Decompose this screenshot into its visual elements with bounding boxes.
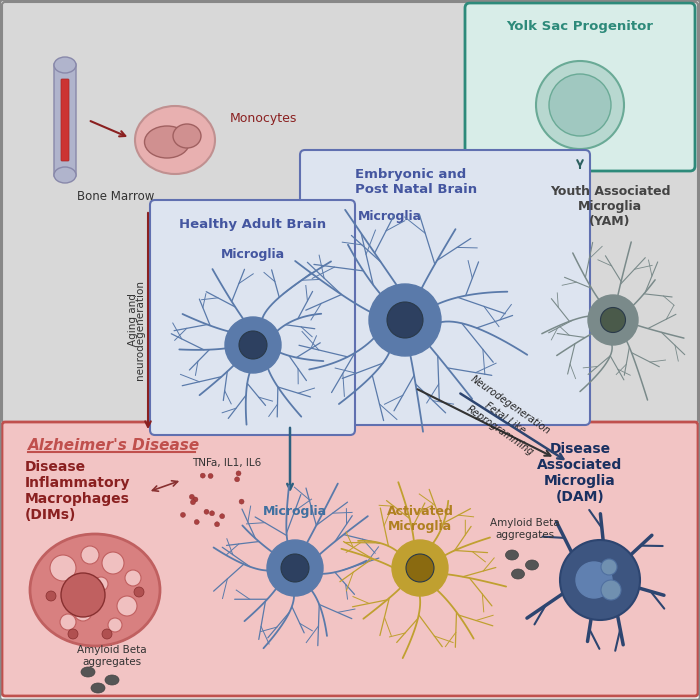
Circle shape	[50, 555, 76, 581]
FancyBboxPatch shape	[54, 62, 76, 178]
Circle shape	[281, 554, 309, 582]
Circle shape	[200, 473, 205, 478]
Ellipse shape	[135, 106, 215, 174]
Text: Microglia: Microglia	[578, 200, 642, 213]
FancyBboxPatch shape	[61, 79, 69, 161]
Text: Disease: Disease	[550, 442, 610, 456]
Ellipse shape	[144, 126, 190, 158]
Ellipse shape	[81, 667, 95, 677]
Text: TNFa, IL1, IL6: TNFa, IL1, IL6	[192, 458, 261, 468]
FancyBboxPatch shape	[300, 150, 590, 425]
Circle shape	[588, 295, 638, 345]
Text: Monocytes: Monocytes	[230, 112, 298, 125]
Circle shape	[225, 317, 281, 373]
Text: Neurodegeneration: Neurodegeneration	[468, 374, 552, 436]
Text: Microglia: Microglia	[221, 248, 285, 261]
Circle shape	[536, 61, 624, 149]
Text: (DIMs): (DIMs)	[25, 508, 76, 522]
Text: Associated: Associated	[538, 458, 622, 472]
Circle shape	[560, 540, 640, 620]
Text: Microglia: Microglia	[388, 520, 452, 533]
FancyBboxPatch shape	[2, 422, 698, 696]
Circle shape	[208, 473, 213, 479]
Ellipse shape	[512, 569, 524, 579]
Circle shape	[125, 570, 141, 586]
Circle shape	[239, 499, 244, 504]
Ellipse shape	[54, 57, 76, 73]
Ellipse shape	[91, 683, 105, 693]
Ellipse shape	[526, 560, 538, 570]
Ellipse shape	[505, 550, 519, 560]
Ellipse shape	[105, 675, 119, 685]
Circle shape	[94, 577, 108, 591]
Ellipse shape	[173, 124, 201, 148]
Circle shape	[406, 554, 434, 582]
Circle shape	[236, 471, 241, 476]
Text: Alzheimer's Disease: Alzheimer's Disease	[28, 438, 200, 453]
Circle shape	[239, 331, 267, 359]
Circle shape	[134, 587, 144, 597]
FancyBboxPatch shape	[150, 200, 355, 435]
Circle shape	[214, 522, 220, 527]
Ellipse shape	[54, 167, 76, 183]
Text: aggregates: aggregates	[496, 530, 554, 540]
Circle shape	[60, 614, 76, 630]
Text: aggregates: aggregates	[83, 657, 141, 667]
Circle shape	[549, 74, 611, 136]
Text: Bone Marrow: Bone Marrow	[77, 190, 155, 203]
Text: Activated: Activated	[386, 505, 454, 518]
Text: Disease: Disease	[25, 460, 86, 474]
Circle shape	[74, 603, 92, 621]
Text: Embryonic and: Embryonic and	[355, 168, 466, 181]
Text: Amyloid Beta: Amyloid Beta	[77, 645, 147, 655]
Text: Microglia: Microglia	[544, 474, 616, 488]
Circle shape	[117, 596, 137, 616]
Circle shape	[209, 511, 214, 516]
Circle shape	[267, 540, 323, 596]
Text: Macrophages: Macrophages	[25, 492, 130, 506]
Circle shape	[181, 512, 186, 517]
Circle shape	[220, 514, 225, 519]
Text: (YAM): (YAM)	[589, 215, 631, 228]
Circle shape	[392, 540, 448, 596]
Circle shape	[576, 562, 612, 598]
Text: Inflammatory: Inflammatory	[25, 476, 130, 490]
Circle shape	[68, 629, 78, 639]
Circle shape	[61, 573, 105, 617]
Circle shape	[102, 552, 124, 574]
Circle shape	[369, 284, 441, 356]
Circle shape	[387, 302, 423, 338]
Text: neurodegeneration: neurodegeneration	[135, 280, 145, 380]
Circle shape	[234, 477, 239, 482]
Circle shape	[108, 618, 122, 632]
Circle shape	[190, 494, 195, 499]
FancyBboxPatch shape	[465, 3, 695, 171]
Circle shape	[102, 629, 112, 639]
Circle shape	[193, 497, 198, 502]
Text: Youth Associated: Youth Associated	[550, 185, 671, 198]
Circle shape	[601, 559, 617, 575]
Text: (DAM): (DAM)	[556, 490, 604, 504]
FancyBboxPatch shape	[2, 2, 698, 423]
Text: Microglia: Microglia	[358, 210, 422, 223]
Circle shape	[190, 500, 195, 505]
Text: Post Natal Brain: Post Natal Brain	[355, 183, 477, 196]
Circle shape	[601, 307, 626, 332]
Text: Healthy Adult Brain: Healthy Adult Brain	[179, 218, 327, 231]
Circle shape	[204, 510, 209, 514]
Circle shape	[194, 519, 199, 524]
Text: Reprogramming: Reprogramming	[465, 404, 536, 458]
Circle shape	[46, 591, 56, 601]
Circle shape	[81, 546, 99, 564]
Text: Amyloid Beta: Amyloid Beta	[490, 518, 560, 528]
Text: Aging and: Aging and	[128, 293, 138, 346]
Text: Microglia: Microglia	[263, 505, 327, 518]
Ellipse shape	[30, 534, 160, 646]
Text: Yolk Sac Progenitor: Yolk Sac Progenitor	[507, 20, 654, 33]
Text: Fetal Like: Fetal Like	[483, 400, 527, 435]
Circle shape	[601, 580, 621, 600]
